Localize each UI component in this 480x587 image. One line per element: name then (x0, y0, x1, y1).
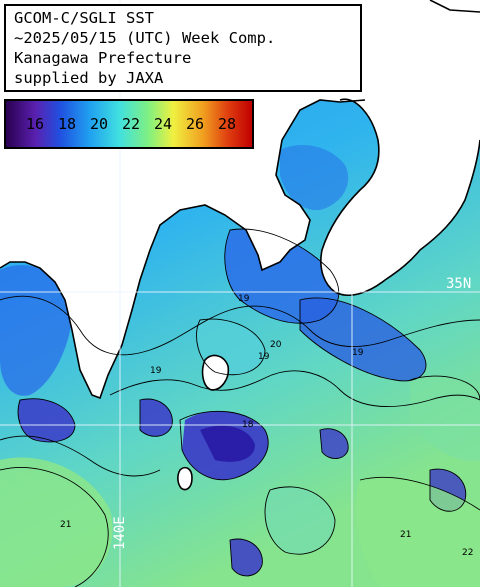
contour-label: 19 (238, 294, 250, 304)
contour-label: 19 (258, 352, 270, 362)
contour-label: 21 (400, 530, 412, 540)
lat-label-35n: 35N (446, 276, 472, 292)
contour-label: 19 (352, 348, 364, 358)
cool-water-patches (0, 145, 466, 576)
contour-label: 20 (270, 340, 282, 350)
color-legend: 16 18 20 22 24 26 28 (4, 99, 254, 149)
title-line-2: ~2025/05/15 (UTC) Week Comp. (14, 29, 276, 47)
legend-label-20: 20 (90, 115, 109, 133)
contour-label: 21 (60, 520, 72, 530)
title-line-3: Kanagawa Prefecture (14, 49, 192, 67)
small-island-land (202, 355, 229, 390)
legend-label-28: 28 (218, 115, 237, 133)
islet-land (177, 467, 192, 490)
lon-label-140e: 140E (112, 516, 128, 550)
legend-label-18: 18 (58, 115, 77, 133)
contour-label: 18 (242, 420, 254, 430)
legend-label-16: 16 (26, 115, 45, 133)
title-box: GCOM-C/SGLI SST ~2025/05/15 (UTC) Week C… (4, 4, 362, 92)
contour-label: 19 (150, 366, 162, 376)
title-line-4: supplied by JAXA (14, 69, 164, 87)
legend-label-26: 26 (186, 115, 205, 133)
legend-label-22: 22 (122, 115, 141, 133)
legend-gradient (6, 101, 252, 147)
legend-labels: 16 18 20 22 24 26 28 (6, 101, 252, 147)
contour-label: 22 (462, 548, 474, 558)
legend-label-24: 24 (154, 115, 173, 133)
title-line-1: GCOM-C/SGLI SST (14, 9, 154, 27)
